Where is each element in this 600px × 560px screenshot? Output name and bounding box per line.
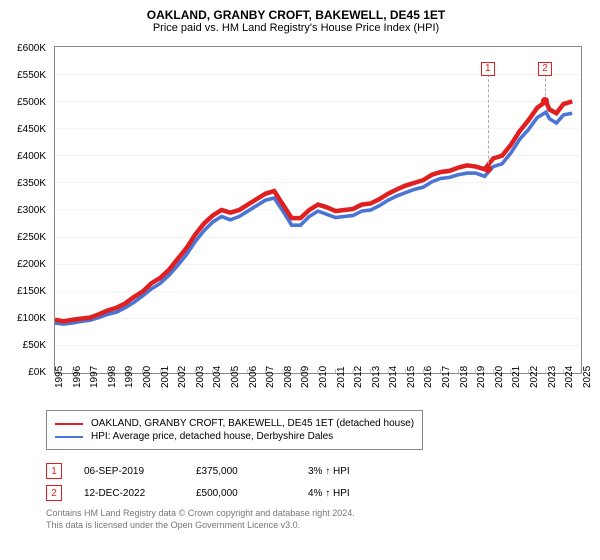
footer: Contains HM Land Registry data © Crown c… [46,508,586,531]
annotation-row: 2 12-DEC-2022 £500,000 4% ↑ HPI [46,482,586,504]
legend-swatch [55,436,83,438]
y-tick-label: £300K [6,206,50,216]
legend-label: OAKLAND, GRANBY CROFT, BAKEWELL, DE45 1E… [91,418,414,429]
y-tick-label: £50K [6,341,50,351]
marker-label: 1 [481,62,495,76]
y-tick-label: £250K [6,233,50,243]
series-property [55,101,572,321]
y-tick-label: £550K [6,71,50,81]
y-tick-label: £400K [6,152,50,162]
y-tick-label: £100K [6,314,50,324]
annotation-date: 06-SEP-2019 [84,466,174,477]
annotation-price: £500,000 [196,488,286,499]
y-tick-label: £450K [6,125,50,135]
legend-label: HPI: Average price, detached house, Derb… [91,431,333,442]
legend-item: HPI: Average price, detached house, Derb… [55,431,414,442]
footer-line1: Contains HM Land Registry data © Crown c… [46,508,586,520]
chart-subtitle: Price paid vs. HM Land Registry's House … [6,22,586,34]
annotation-delta: 3% ↑ HPI [308,466,398,477]
plot-inner: 12 [54,46,582,374]
y-tick-label: £0K [6,368,50,378]
x-axis: 1995199619971998199920002001200220032004… [54,376,582,400]
y-tick-label: £350K [6,179,50,189]
annotation-date: 12-DEC-2022 [84,488,174,499]
marker-line [488,69,489,170]
annotation-delta: 4% ↑ HPI [308,488,398,499]
plot-area: £600K £550K £500K £450K £400K £350K £300K £250K… [6,40,586,400]
annotation-row: 1 06-SEP-2019 £375,000 3% ↑ HPI [46,460,586,482]
annotation-number: 2 [46,485,62,501]
legend-item: OAKLAND, GRANBY CROFT, BAKEWELL, DE45 1E… [55,418,414,429]
footer-line2: This data is licensed under the Open Gov… [46,520,586,532]
y-tick-label: £600K [6,44,50,54]
marker-label: 2 [538,62,552,76]
y-tick-label: £200K [6,260,50,270]
y-axis: £600K £550K £500K £450K £400K £350K £300K £250K… [6,40,50,374]
annotation-table: 1 06-SEP-2019 £375,000 3% ↑ HPI 2 12-DEC-2022… [46,460,586,504]
legend: OAKLAND, GRANBY CROFT, BAKEWELL, DE45 1E… [46,410,423,450]
annotation-price: £375,000 [196,466,286,477]
series-svg [55,47,581,373]
marker-dot [484,165,492,173]
annotation-number: 1 [46,463,62,479]
chart-container: OAKLAND, GRANBY CROFT, BAKEWELL, DE45 1E… [0,0,600,560]
series-hpi [55,112,572,324]
chart-title: OAKLAND, GRANBY CROFT, BAKEWELL, DE45 1E… [6,8,586,22]
marker-dot [541,97,549,105]
y-tick-label: £500K [6,98,50,108]
legend-swatch [55,423,83,425]
y-tick-label: £150K [6,287,50,297]
